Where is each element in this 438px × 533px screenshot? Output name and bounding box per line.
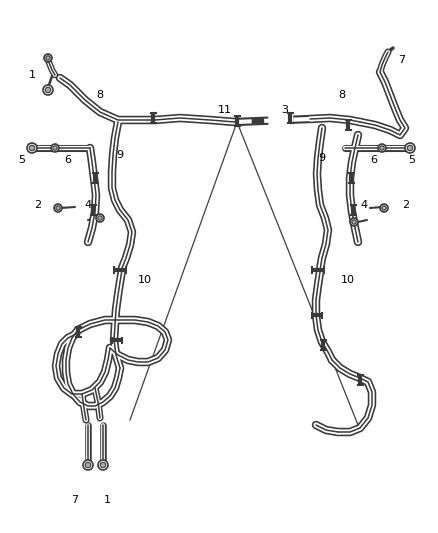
Circle shape (29, 146, 35, 151)
Circle shape (96, 214, 104, 222)
Text: 4: 4 (360, 200, 367, 210)
Text: 7: 7 (71, 495, 78, 505)
Circle shape (100, 462, 106, 468)
Text: 4: 4 (85, 200, 92, 210)
Circle shape (350, 218, 358, 226)
Text: 8: 8 (339, 90, 346, 100)
Circle shape (56, 206, 60, 210)
Circle shape (51, 144, 59, 152)
Circle shape (380, 204, 388, 212)
Circle shape (54, 204, 62, 212)
Text: 6: 6 (371, 155, 378, 165)
Circle shape (405, 143, 415, 153)
Text: 3: 3 (282, 105, 289, 115)
Circle shape (85, 462, 91, 468)
Text: 2: 2 (35, 200, 42, 210)
Circle shape (45, 87, 51, 93)
Circle shape (378, 144, 386, 152)
Text: 11: 11 (218, 105, 232, 115)
Circle shape (407, 146, 413, 151)
Circle shape (53, 146, 57, 150)
Circle shape (44, 54, 52, 62)
Text: 5: 5 (409, 155, 416, 165)
Circle shape (352, 220, 356, 224)
Text: 9: 9 (318, 153, 325, 163)
Text: 10: 10 (341, 275, 355, 285)
Text: 6: 6 (64, 155, 71, 165)
Text: 1: 1 (28, 70, 35, 80)
Circle shape (380, 146, 384, 150)
Text: 10: 10 (138, 275, 152, 285)
Text: 1: 1 (103, 495, 110, 505)
Text: 9: 9 (117, 150, 124, 160)
Text: 7: 7 (399, 55, 406, 65)
Circle shape (382, 206, 386, 210)
Text: 5: 5 (18, 155, 25, 165)
Text: 8: 8 (96, 90, 103, 100)
Circle shape (98, 460, 108, 470)
Circle shape (46, 56, 50, 60)
Text: 2: 2 (403, 200, 410, 210)
Circle shape (83, 460, 93, 470)
Circle shape (43, 85, 53, 95)
Circle shape (98, 216, 102, 220)
Circle shape (27, 143, 37, 153)
